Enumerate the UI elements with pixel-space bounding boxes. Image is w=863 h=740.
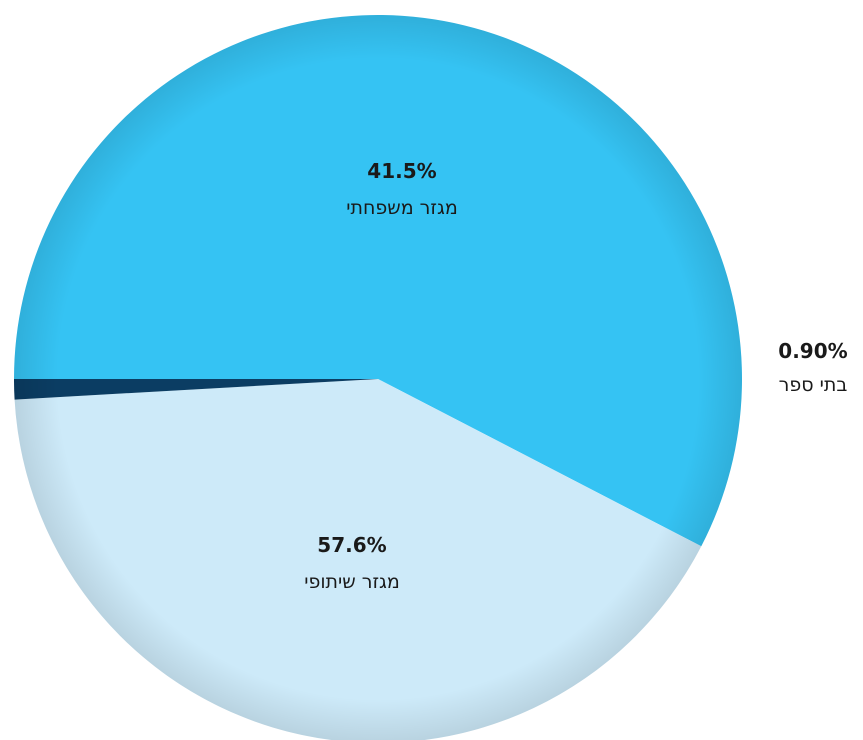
label-family-sector: 41.5% מגזר משפחתי [346,159,457,219]
cooperative-sector-label: מגזר שיתופי [304,571,400,593]
pie-slices [13,14,742,740]
cooperative-sector-percent: 57.6% [317,533,386,557]
schools-label: בתי ספר [779,374,848,396]
label-cooperative-sector: 57.6% מגזר שיתופי [304,533,400,593]
family-sector-label: מגזר משפחתי [346,197,457,219]
schools-percent: 0.90% [778,339,847,363]
family-sector-percent: 41.5% [367,159,436,183]
label-schools: 0.90% בתי ספר [778,339,847,396]
